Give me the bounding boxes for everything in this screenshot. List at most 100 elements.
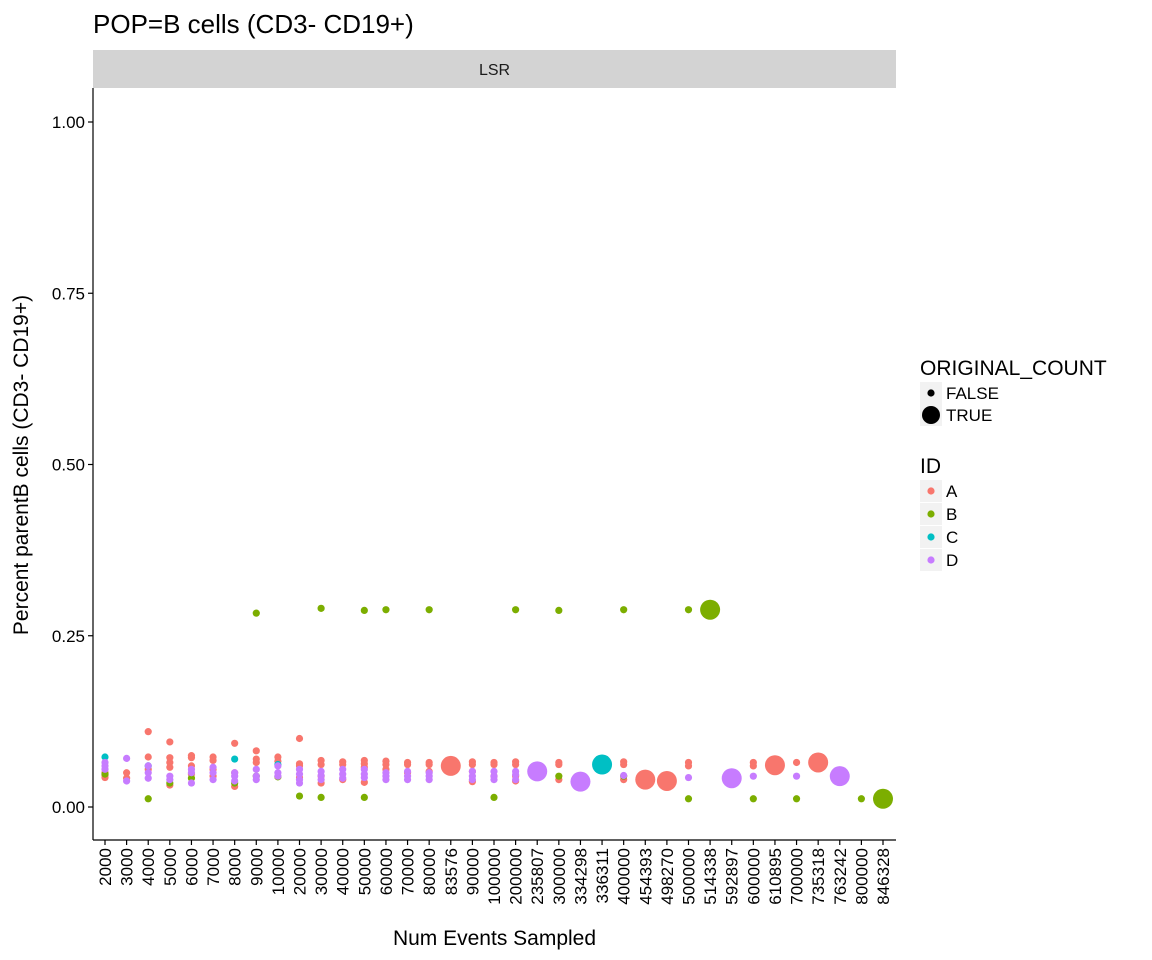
x-tick-label: 6000 [182, 848, 201, 886]
x-tick-label: 763242 [831, 848, 850, 905]
point-b [252, 609, 260, 617]
point-d [123, 777, 131, 785]
point-a [792, 758, 801, 767]
point-b [360, 793, 368, 802]
x-tick-label: 454393 [636, 848, 655, 905]
facet-strip [93, 50, 896, 88]
point-b [317, 793, 325, 802]
point-b [857, 795, 865, 803]
x-tick-label: 5000 [161, 848, 180, 886]
point-a [684, 762, 693, 770]
point-a [555, 760, 563, 769]
point-a [425, 760, 433, 769]
point-d [274, 772, 282, 780]
point-c [592, 754, 613, 775]
legend-original-count: ORIGINAL_COUNT FALSE TRUE [920, 357, 1107, 426]
x-tick-label: 9000 [247, 848, 266, 886]
x-tick-label: 100000 [485, 848, 504, 905]
x-tick-label: 334298 [571, 848, 590, 905]
point-a [512, 760, 520, 769]
point-a [231, 739, 239, 747]
x-tick-label: 300000 [550, 848, 569, 905]
legend-size-label: TRUE [946, 406, 992, 425]
point-a [620, 760, 628, 769]
x-axis: 2000 3000 4000 5000 6000 7000 8000 9000 10000 200… [93, 839, 896, 905]
point-b [620, 606, 628, 614]
point-a [144, 753, 152, 761]
point-d [468, 776, 476, 784]
point-a [635, 769, 656, 790]
point-b [317, 604, 325, 612]
x-tick-label: 400000 [615, 848, 634, 905]
x-tick-label: 70000 [399, 848, 418, 895]
point-d [166, 776, 174, 784]
point-d [792, 772, 801, 780]
x-tick-label: 80000 [420, 848, 439, 895]
point-a [403, 760, 412, 769]
point-d [721, 768, 742, 789]
point-b [144, 795, 152, 803]
legend-color-title: ID [920, 455, 941, 478]
x-tick-label: 83576 [442, 848, 461, 895]
x-tick-label: 10000 [269, 848, 288, 895]
x-tick-label: 8000 [226, 848, 245, 886]
point-d [209, 776, 217, 784]
y-tick-label: 1.00 [52, 113, 85, 132]
legend-color-label: B [946, 505, 957, 524]
point-b [555, 772, 563, 780]
point-d [101, 765, 109, 773]
point-d [425, 776, 433, 784]
point-d [684, 773, 693, 782]
x-tick-label: 600000 [744, 848, 763, 905]
point-a [440, 755, 461, 776]
x-tick-label: 592897 [723, 848, 742, 905]
point-b [555, 606, 563, 615]
point-a [317, 760, 325, 769]
point-d [295, 779, 304, 787]
y-axis-label: Percent parentB cells (CD3- CD19+) [10, 295, 33, 635]
point-d [360, 773, 368, 782]
point-a [209, 756, 217, 765]
point-b [684, 606, 693, 614]
point-b [512, 606, 520, 614]
point-a [166, 738, 174, 746]
point-d [123, 754, 131, 762]
point-a [166, 763, 174, 771]
point-a [468, 760, 476, 769]
y-axis: 0.00 0.25 0.50 0.75 1.00 [52, 88, 94, 840]
point-d [231, 777, 239, 785]
point-d [620, 771, 628, 780]
point-a [749, 762, 757, 770]
x-tick-label: 336311 [593, 848, 612, 903]
point-d [570, 771, 591, 792]
y-tick-label: 0.00 [52, 798, 85, 817]
point-d [144, 762, 152, 770]
point-d [187, 769, 196, 777]
point-c [101, 753, 109, 761]
x-tick-label: 498270 [658, 848, 677, 905]
point-d [490, 776, 498, 784]
point-d [209, 769, 217, 777]
point-a [295, 734, 304, 743]
point-d [527, 761, 548, 782]
point-d [339, 774, 347, 782]
facet-strip-label: LSR [479, 62, 510, 79]
point-a [252, 758, 260, 767]
x-tick-label: 500000 [680, 848, 699, 905]
point-a [123, 769, 131, 777]
point-b [684, 795, 693, 803]
point-d [144, 769, 152, 777]
point-a [656, 770, 677, 791]
x-tick-label: 735318 [809, 848, 828, 905]
x-tick-label: 7000 [204, 848, 223, 886]
point-a [764, 755, 785, 776]
point-d [209, 763, 217, 771]
point-b [749, 795, 757, 803]
legend-color-key-a [927, 487, 935, 495]
legend-size-key [922, 406, 940, 424]
legend-color-label: C [946, 528, 958, 547]
point-d [403, 776, 412, 784]
point-d [317, 776, 325, 784]
